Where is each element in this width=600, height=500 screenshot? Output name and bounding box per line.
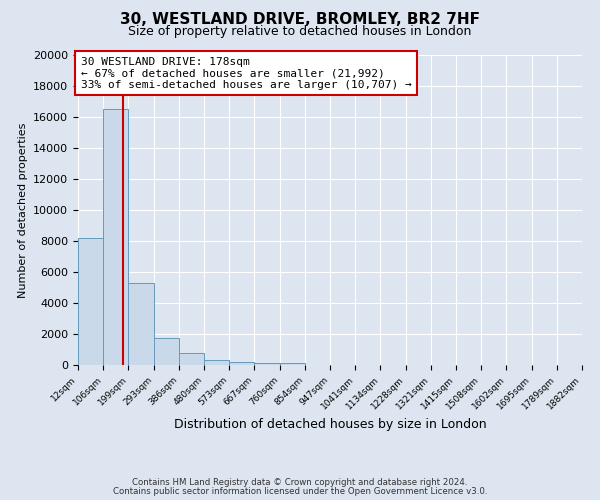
- Text: Contains public sector information licensed under the Open Government Licence v3: Contains public sector information licen…: [113, 486, 487, 496]
- Text: 30, WESTLAND DRIVE, BROMLEY, BR2 7HF: 30, WESTLAND DRIVE, BROMLEY, BR2 7HF: [120, 12, 480, 28]
- Bar: [204, 360, 229, 365]
- X-axis label: Distribution of detached houses by size in London: Distribution of detached houses by size …: [173, 418, 487, 431]
- Text: 30 WESTLAND DRIVE: 178sqm
← 67% of detached houses are smaller (21,992)
33% of s: 30 WESTLAND DRIVE: 178sqm ← 67% of detac…: [80, 56, 411, 90]
- Y-axis label: Number of detached properties: Number of detached properties: [17, 122, 28, 298]
- Bar: [128, 283, 154, 365]
- Bar: [78, 238, 103, 365]
- Bar: [229, 362, 254, 365]
- Bar: [254, 362, 280, 365]
- Bar: [280, 364, 305, 365]
- Bar: [103, 110, 128, 365]
- Text: Size of property relative to detached houses in London: Size of property relative to detached ho…: [128, 25, 472, 38]
- Bar: [154, 338, 179, 365]
- Text: Contains HM Land Registry data © Crown copyright and database right 2024.: Contains HM Land Registry data © Crown c…: [132, 478, 468, 487]
- Bar: [179, 352, 204, 365]
